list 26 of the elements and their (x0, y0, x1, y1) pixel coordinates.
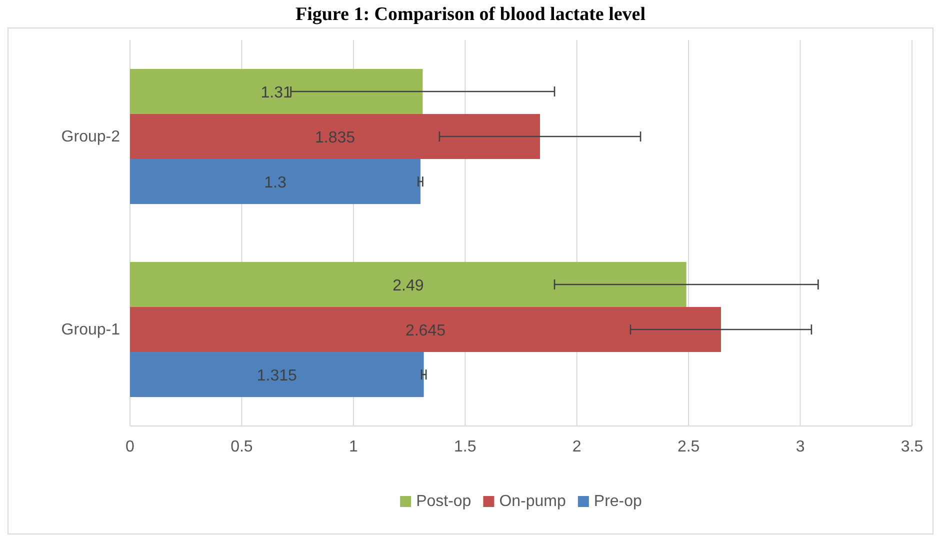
chart-title: Figure 1: Comparison of blood lactate level (295, 4, 646, 25)
bar (130, 306, 721, 352)
data-label: 1.31 (260, 84, 292, 102)
x-tick-label: 2.5 (677, 438, 700, 456)
bar (130, 159, 420, 204)
legend-label: On-pump (499, 493, 566, 510)
x-tick-label: 3 (796, 438, 805, 456)
data-label: 2.645 (405, 322, 446, 340)
x-tick-label: 1.5 (454, 438, 476, 456)
x-tick-label: 0 (126, 438, 135, 456)
bar (130, 68, 423, 114)
data-label: 2.49 (392, 277, 424, 294)
data-label: 1.315 (256, 368, 298, 385)
legend-label: Pre-op (594, 493, 642, 510)
y-tick-label: Group-1 (61, 322, 120, 339)
legend-label: Post-op (416, 493, 472, 510)
x-tick-label: 0.5 (230, 438, 253, 456)
x-tick-label: 1 (348, 438, 358, 456)
bar (130, 114, 540, 160)
bar (130, 262, 686, 307)
data-label: 1.835 (314, 130, 356, 146)
x-tick-label: 2 (572, 438, 582, 456)
y-tick-label: Group-2 (61, 128, 120, 146)
data-label: 1.3 (264, 174, 286, 192)
x-tick-label: 3.5 (900, 438, 924, 456)
bar (130, 352, 424, 398)
